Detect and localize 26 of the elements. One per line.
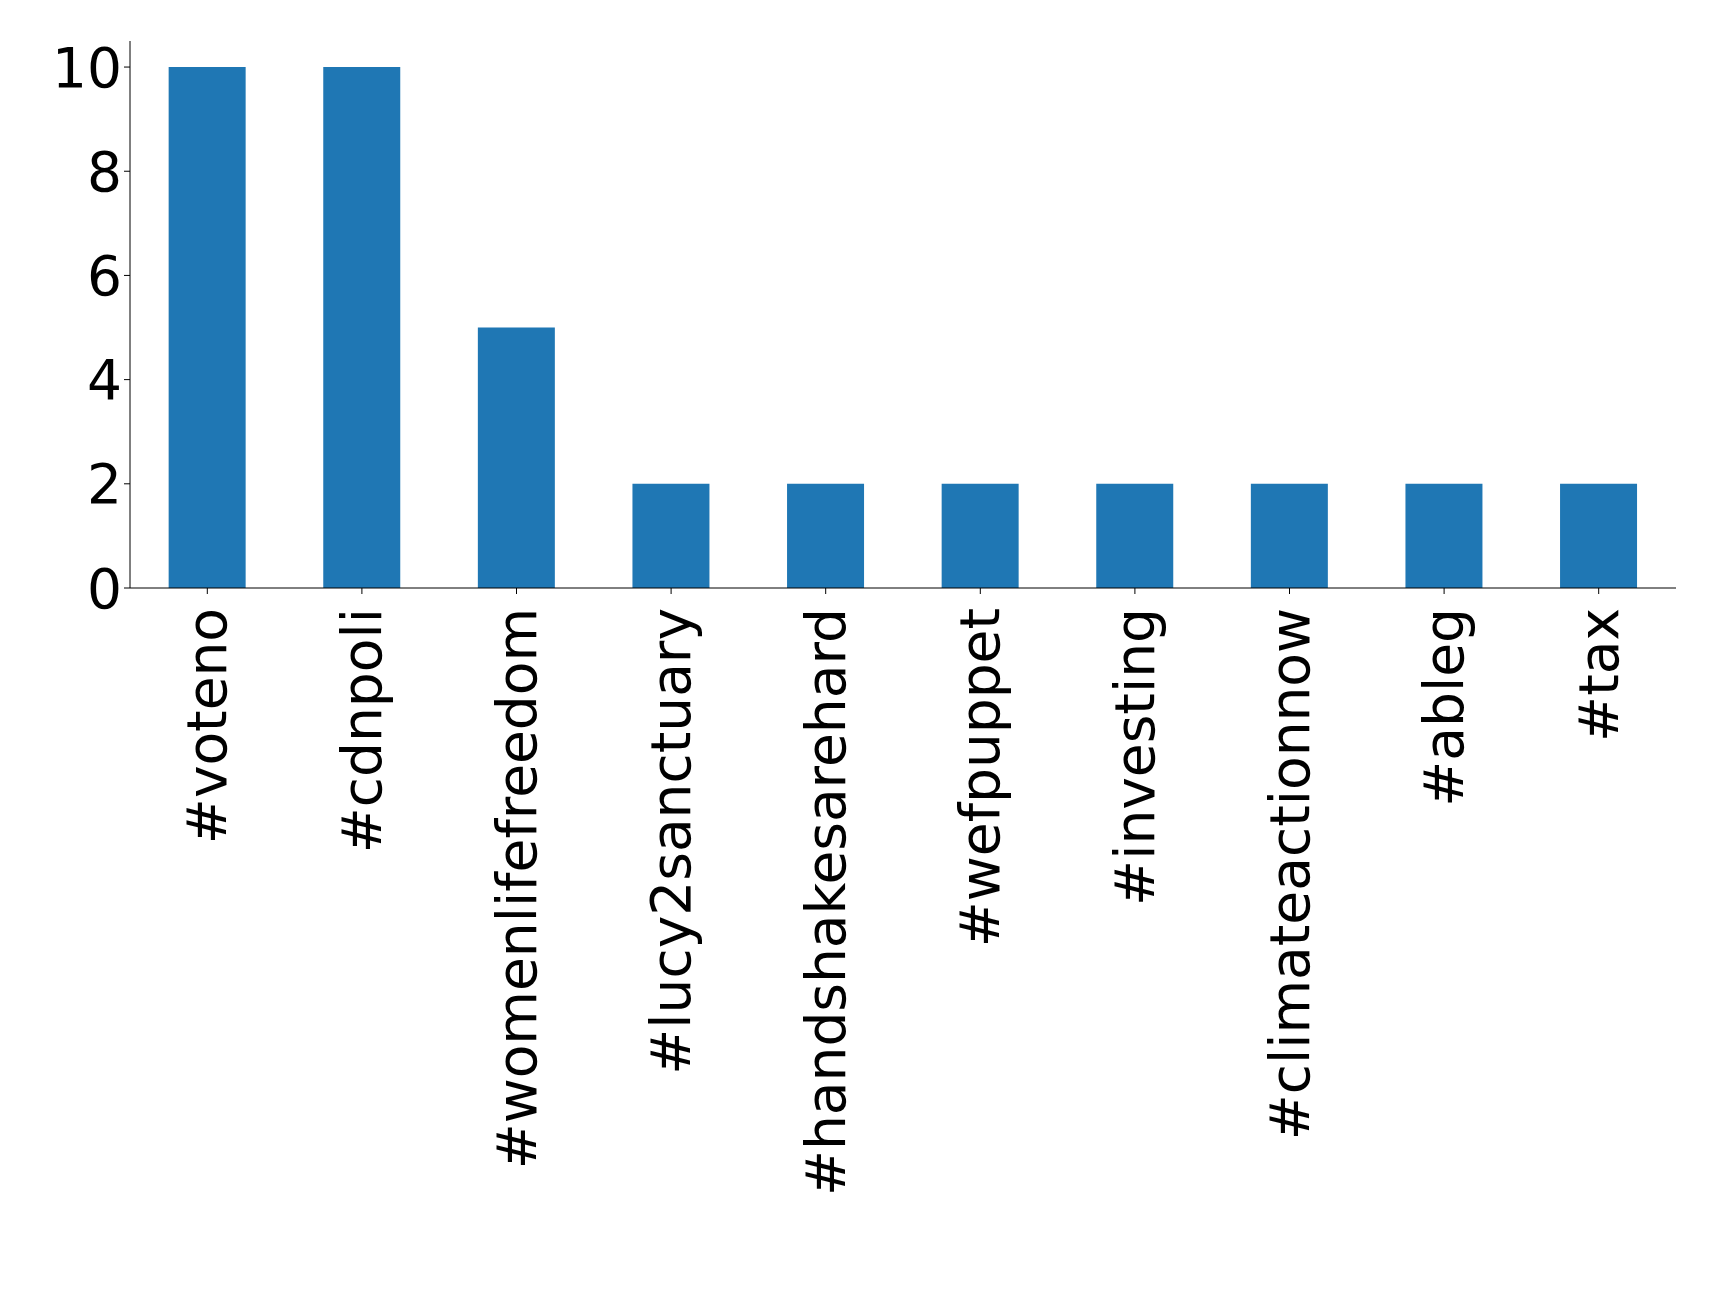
y-tick-label: 4 [87, 348, 122, 413]
bar [787, 483, 865, 588]
y-tick-label: 6 [87, 243, 122, 308]
x-tick-label: #climateactionnow [1257, 608, 1322, 1141]
bar [1096, 483, 1174, 588]
bar [941, 483, 1019, 588]
x-tick-label: #investing [1102, 608, 1167, 906]
y-tick-label: 2 [87, 452, 122, 517]
bar [168, 67, 246, 588]
x-tick-label: #wefpuppet [948, 608, 1013, 948]
x-tick-label: #cdnpoli [329, 608, 394, 854]
bar [632, 483, 710, 588]
bar [323, 67, 401, 588]
bar [1560, 483, 1638, 588]
x-tick-label: #tax [1566, 608, 1631, 742]
bar [1405, 483, 1483, 588]
bar [1250, 483, 1328, 588]
y-tick-label: 0 [87, 556, 122, 621]
bar [477, 327, 555, 588]
x-tick-label: #womenlifefreedom [484, 608, 549, 1170]
y-tick-label: 8 [87, 139, 122, 204]
x-tick-label: #ableg [1412, 608, 1477, 807]
x-tick-label: #lucy2sanctuary [639, 608, 704, 1075]
x-tick-label: #handshakesarehard [793, 608, 858, 1197]
x-tick-label: #voteno [175, 608, 240, 845]
y-tick-label: 10 [52, 35, 122, 100]
